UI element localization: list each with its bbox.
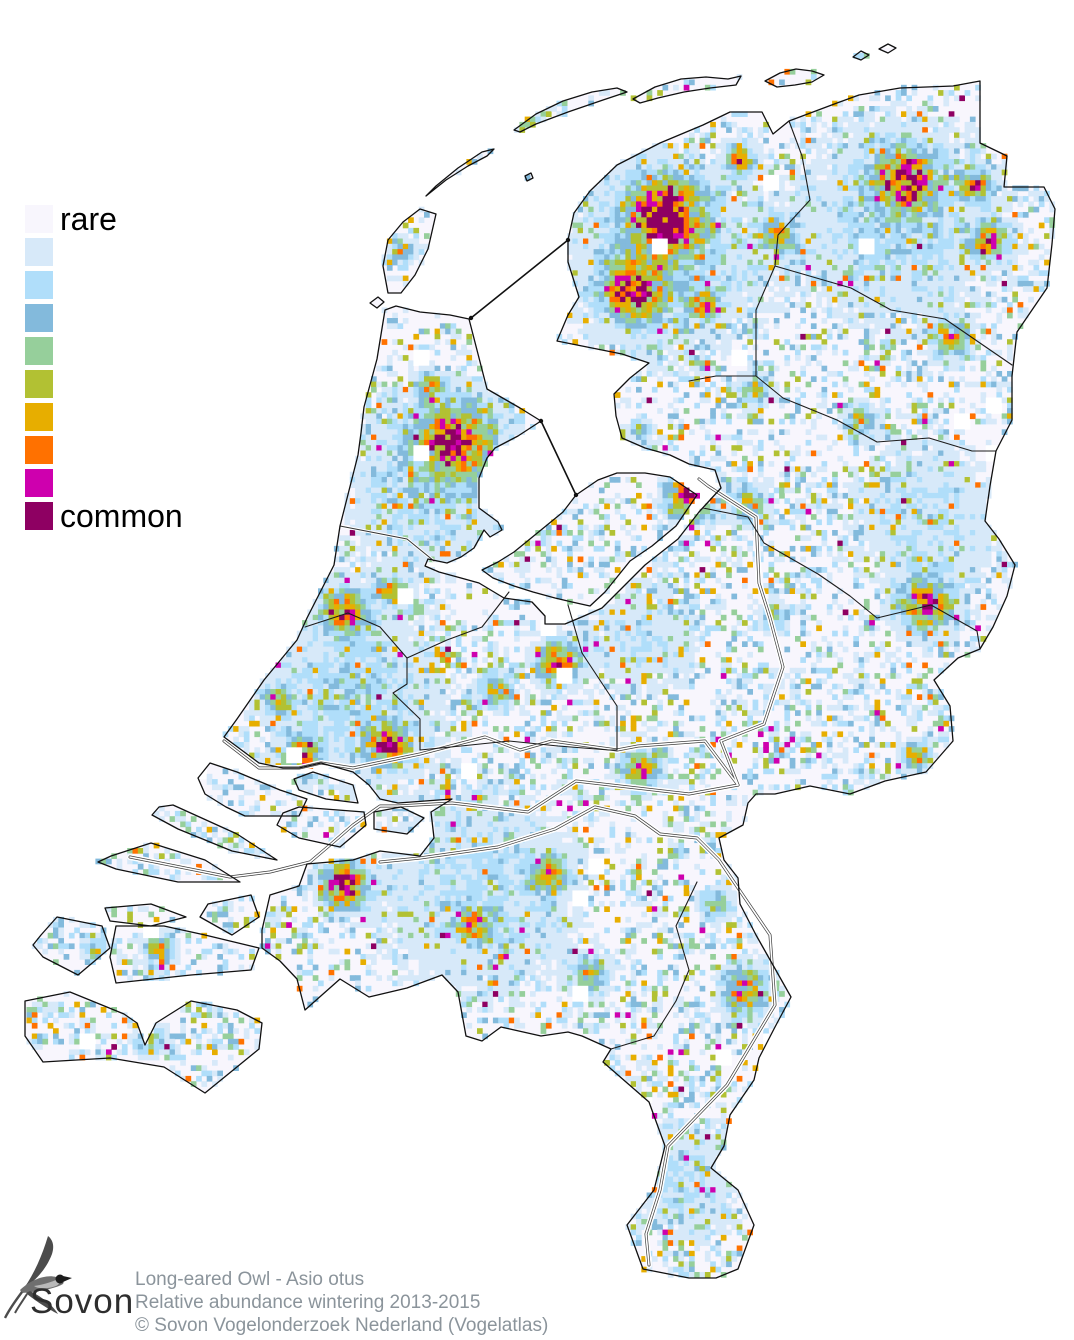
legend-label-rare: rare bbox=[60, 201, 117, 237]
map-footer: Sovon Long-eared Owl - Asio otus Relativ… bbox=[0, 1228, 700, 1340]
sovon-wordmark: Sovon bbox=[30, 1282, 135, 1321]
map-subtitle: Relative abundance wintering 2013-2015 bbox=[135, 1292, 481, 1313]
legend-swatch bbox=[25, 403, 53, 431]
legend-swatch bbox=[25, 271, 53, 299]
legend-swatch bbox=[25, 238, 53, 266]
legend-swatch bbox=[25, 502, 53, 530]
legend-label-common: common bbox=[60, 498, 183, 534]
legend-swatch bbox=[25, 370, 53, 398]
map-copyright: © Sovon Vogelonderzoek Nederland (Vogela… bbox=[135, 1315, 549, 1336]
map-attribution: Long-eared Owl - Asio otus Relative abun… bbox=[135, 1268, 548, 1337]
legend-swatch bbox=[25, 469, 53, 497]
sovon-swallow-icon bbox=[4, 1236, 72, 1319]
legend-swatch bbox=[25, 205, 53, 233]
legend-swatch bbox=[25, 304, 53, 332]
map-title: Long-eared Owl - Asio otus bbox=[135, 1269, 365, 1290]
legend-swatch bbox=[25, 436, 53, 464]
legend-swatch bbox=[25, 337, 53, 365]
